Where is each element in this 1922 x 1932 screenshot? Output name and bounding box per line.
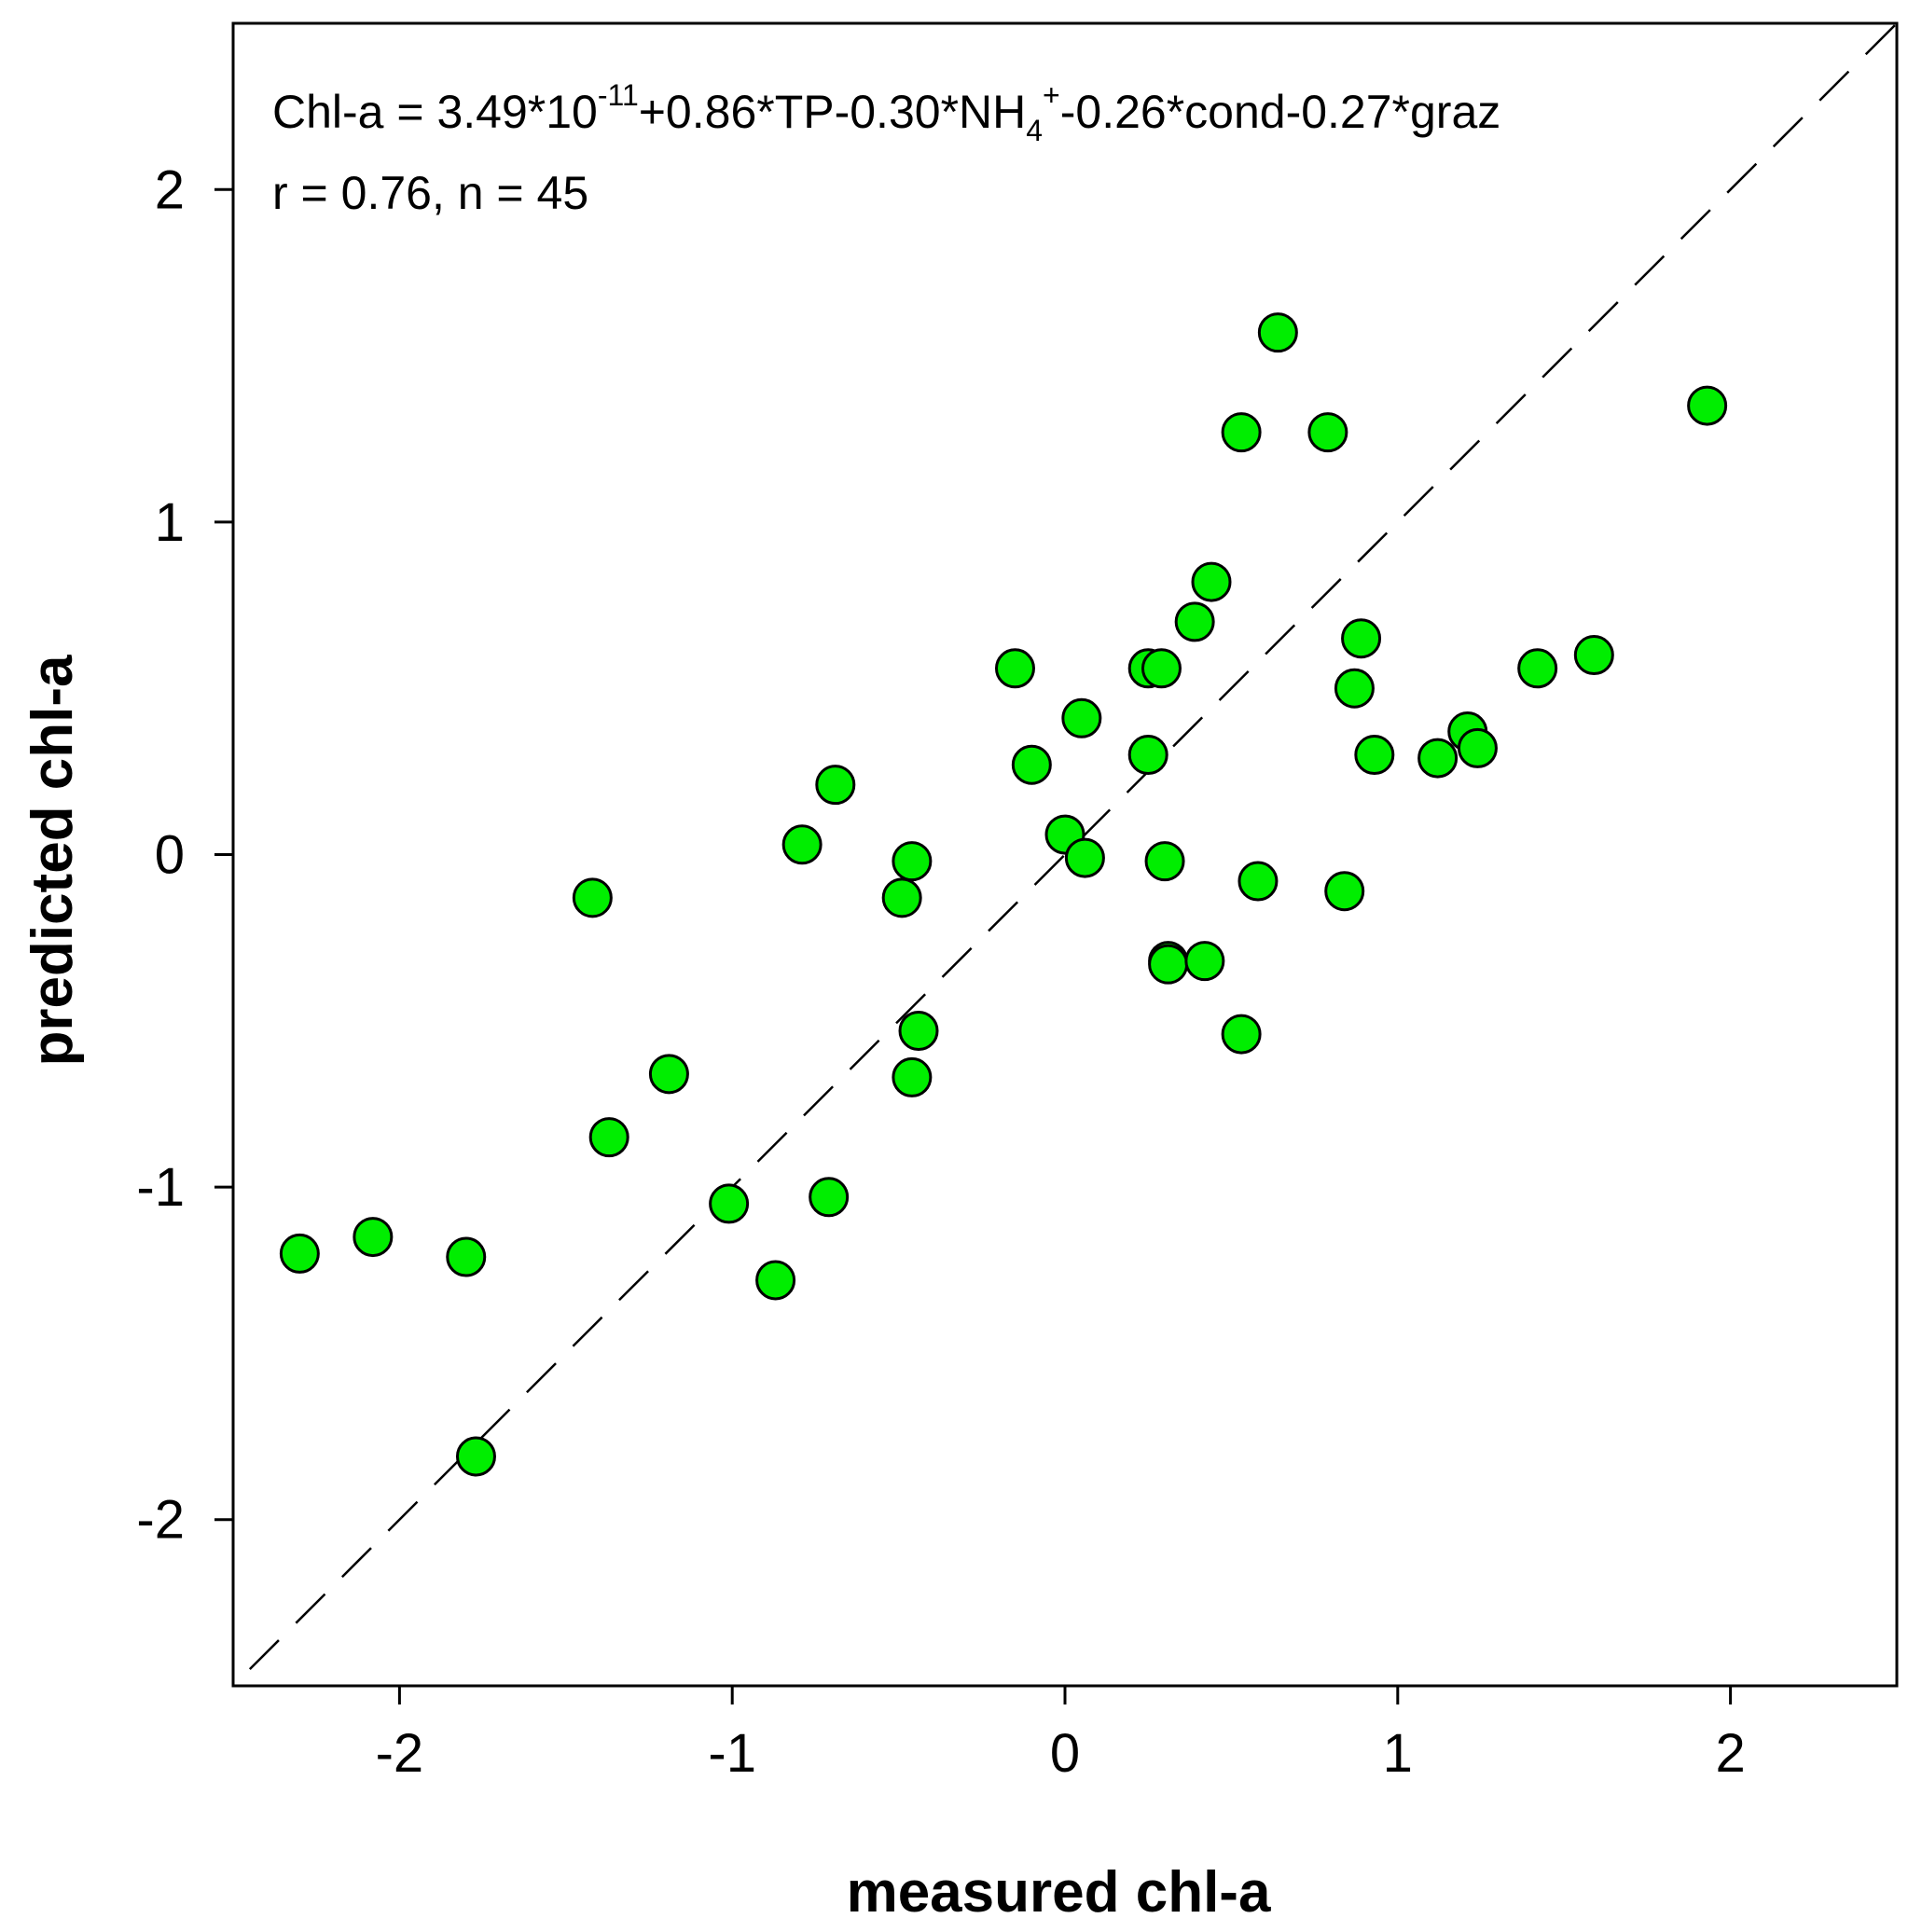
data-point <box>1221 412 1262 453</box>
data-point <box>1457 727 1498 768</box>
data-point <box>1238 861 1279 902</box>
x-tick-label: -2 <box>376 1723 424 1784</box>
x-tick-label: 2 <box>1715 1723 1745 1784</box>
data-point <box>446 1236 487 1277</box>
data-point <box>881 877 922 918</box>
data-point <box>1144 841 1185 882</box>
data-point <box>1127 735 1168 776</box>
data-point <box>1341 618 1382 659</box>
y-tick-label: 0 <box>155 825 185 886</box>
data-point <box>1174 601 1215 642</box>
data-point <box>781 824 823 865</box>
equation-exponent: -11 <box>598 78 639 112</box>
data-point <box>648 1054 689 1095</box>
data-point <box>1573 635 1614 676</box>
y-tick-label: 1 <box>155 492 185 553</box>
data-point <box>279 1233 320 1274</box>
data-points <box>279 312 1728 1477</box>
equation-suffix: -0.26*cond-0.27*graz <box>1060 86 1501 138</box>
data-point <box>588 1117 629 1158</box>
data-point <box>572 877 613 918</box>
data-point <box>353 1217 394 1258</box>
y-tick-label: -2 <box>136 1490 185 1551</box>
y-axis-ticks: -2 -1 0 1 2 <box>136 159 233 1551</box>
x-tick-label: -1 <box>708 1723 756 1784</box>
data-point <box>1687 385 1728 426</box>
data-point <box>755 1260 796 1301</box>
equation-superscript: + <box>1043 78 1060 112</box>
data-point <box>815 765 856 806</box>
x-axis-ticks: -2 -1 0 1 2 <box>376 1686 1746 1784</box>
data-point <box>994 648 1035 689</box>
data-point <box>1334 668 1375 709</box>
data-point <box>1257 312 1298 353</box>
data-point <box>1061 697 1102 738</box>
data-point <box>1148 944 1189 985</box>
equation-prefix: Chl-a = 3.49*10 <box>272 86 598 138</box>
y-tick-label: -1 <box>136 1157 185 1218</box>
equation-subscript: 4 <box>1026 114 1043 147</box>
data-point <box>898 1010 939 1051</box>
data-point <box>1221 1014 1262 1055</box>
data-point <box>1191 561 1232 602</box>
data-point <box>1517 648 1558 689</box>
x-tick-label: 0 <box>1050 1723 1080 1784</box>
data-point <box>1307 412 1348 453</box>
x-tick-label: 1 <box>1383 1723 1413 1784</box>
data-point <box>892 841 933 882</box>
data-point <box>1011 744 1052 785</box>
regression-equation: Chl-a = 3.49*10-11+0.86*TP-0.30*NH4+-0.2… <box>272 78 1500 147</box>
data-point <box>1354 735 1395 776</box>
data-point <box>809 1177 850 1218</box>
data-point <box>455 1436 496 1477</box>
data-point <box>892 1056 933 1097</box>
data-point <box>1417 738 1459 779</box>
x-axis-title: measured chl-a <box>847 1860 1271 1925</box>
data-point <box>1184 941 1225 982</box>
data-point <box>1324 871 1365 912</box>
data-point <box>709 1183 750 1224</box>
y-axis-title: predicted chl-a <box>21 655 85 1067</box>
correlation-stats: r = 0.76, n = 45 <box>272 167 588 219</box>
y-tick-label: 2 <box>155 159 185 220</box>
data-point <box>1064 837 1105 878</box>
equation-middle: +0.86*TP-0.30*NH <box>639 86 1027 138</box>
data-point <box>1141 648 1182 689</box>
